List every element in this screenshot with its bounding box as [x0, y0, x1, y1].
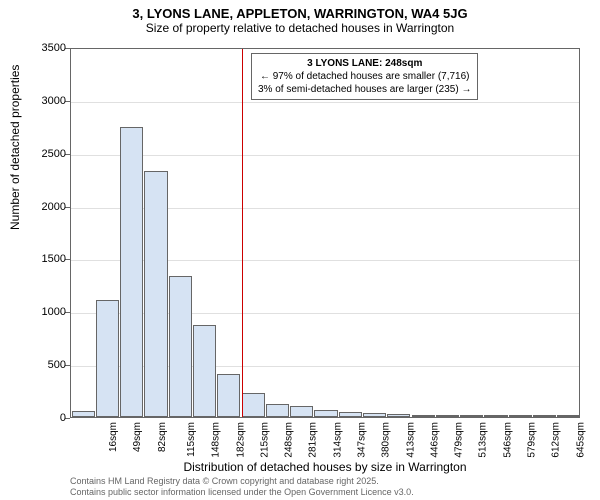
histogram-bar [266, 404, 289, 417]
xtick-label: 148sqm [211, 422, 222, 458]
xtick-label: 281sqm [308, 422, 319, 458]
histogram-bar [412, 415, 435, 417]
gridline [71, 102, 579, 103]
ytick-label: 0 [60, 412, 66, 424]
xtick-label: 16sqm [108, 422, 119, 452]
annotation-box: 3 LYONS LANE: 248sqm← 97% of detached ho… [251, 53, 478, 100]
xtick-label: 347sqm [357, 422, 368, 458]
ytick-label: 3500 [42, 42, 66, 54]
xtick-label: 82sqm [157, 422, 168, 452]
xtick-label: 115sqm [186, 422, 197, 457]
histogram-bar [436, 415, 459, 417]
xtick-label: 645sqm [575, 422, 586, 458]
ytick-label: 2500 [42, 148, 66, 160]
xtick-label: 579sqm [527, 422, 538, 458]
xtick-label: 513sqm [478, 422, 489, 458]
histogram-bar [363, 413, 386, 417]
histogram-bar [120, 127, 143, 417]
histogram-bar [387, 414, 410, 417]
ytick-label: 3000 [42, 95, 66, 107]
footer-line-1: Contains HM Land Registry data © Crown c… [70, 476, 414, 487]
chart-title-sub: Size of property relative to detached ho… [0, 21, 600, 39]
histogram-bar [460, 415, 483, 417]
histogram-bar [557, 415, 580, 417]
histogram-bar [339, 412, 362, 417]
xtick-label: 612sqm [551, 422, 562, 458]
ytick-label: 1500 [42, 253, 66, 265]
footer-line-2: Contains public sector information licen… [70, 487, 414, 498]
gridline [71, 155, 579, 156]
chart-container: 3, LYONS LANE, APPLETON, WARRINGTON, WA4… [0, 0, 600, 500]
annotation-title: 3 LYONS LANE: 248sqm [258, 57, 471, 70]
histogram-bar [533, 415, 556, 417]
xtick-label: 380sqm [381, 422, 392, 458]
property-marker-line [242, 49, 243, 417]
histogram-bar [193, 325, 216, 417]
ytick-label: 2000 [42, 201, 66, 213]
xtick-label: 446sqm [429, 422, 440, 458]
xtick-label: 248sqm [284, 422, 295, 458]
xtick-label: 546sqm [502, 422, 513, 458]
histogram-bar [314, 410, 337, 417]
xtick-label: 413sqm [405, 422, 416, 458]
histogram-bar [96, 300, 119, 417]
histogram-bar [144, 171, 167, 417]
annotation-larger: 3% of semi-detached houses are larger (2… [258, 83, 471, 96]
y-axis-label: Number of detached properties [8, 65, 22, 230]
xtick-label: 182sqm [235, 422, 246, 458]
x-axis-label: Distribution of detached houses by size … [70, 460, 580, 474]
footer-attribution: Contains HM Land Registry data © Crown c… [70, 476, 414, 498]
histogram-bar [169, 276, 192, 417]
histogram-bar [509, 415, 532, 417]
histogram-bar [484, 415, 507, 417]
annotation-smaller: ← 97% of detached houses are smaller (7,… [258, 70, 471, 83]
xtick-label: 215sqm [259, 422, 270, 458]
histogram-bar [72, 411, 95, 417]
histogram-bar [290, 406, 313, 417]
ytick-label: 500 [48, 359, 66, 371]
plot-area: 3 LYONS LANE: 248sqm← 97% of detached ho… [70, 48, 580, 418]
xtick-label: 314sqm [332, 422, 343, 458]
histogram-bar [217, 374, 240, 417]
histogram-bar [242, 393, 265, 417]
ytick-label: 1000 [42, 306, 66, 318]
xtick-label: 479sqm [454, 422, 465, 458]
xtick-label: 49sqm [132, 422, 143, 452]
chart-title-main: 3, LYONS LANE, APPLETON, WARRINGTON, WA4… [0, 0, 600, 21]
